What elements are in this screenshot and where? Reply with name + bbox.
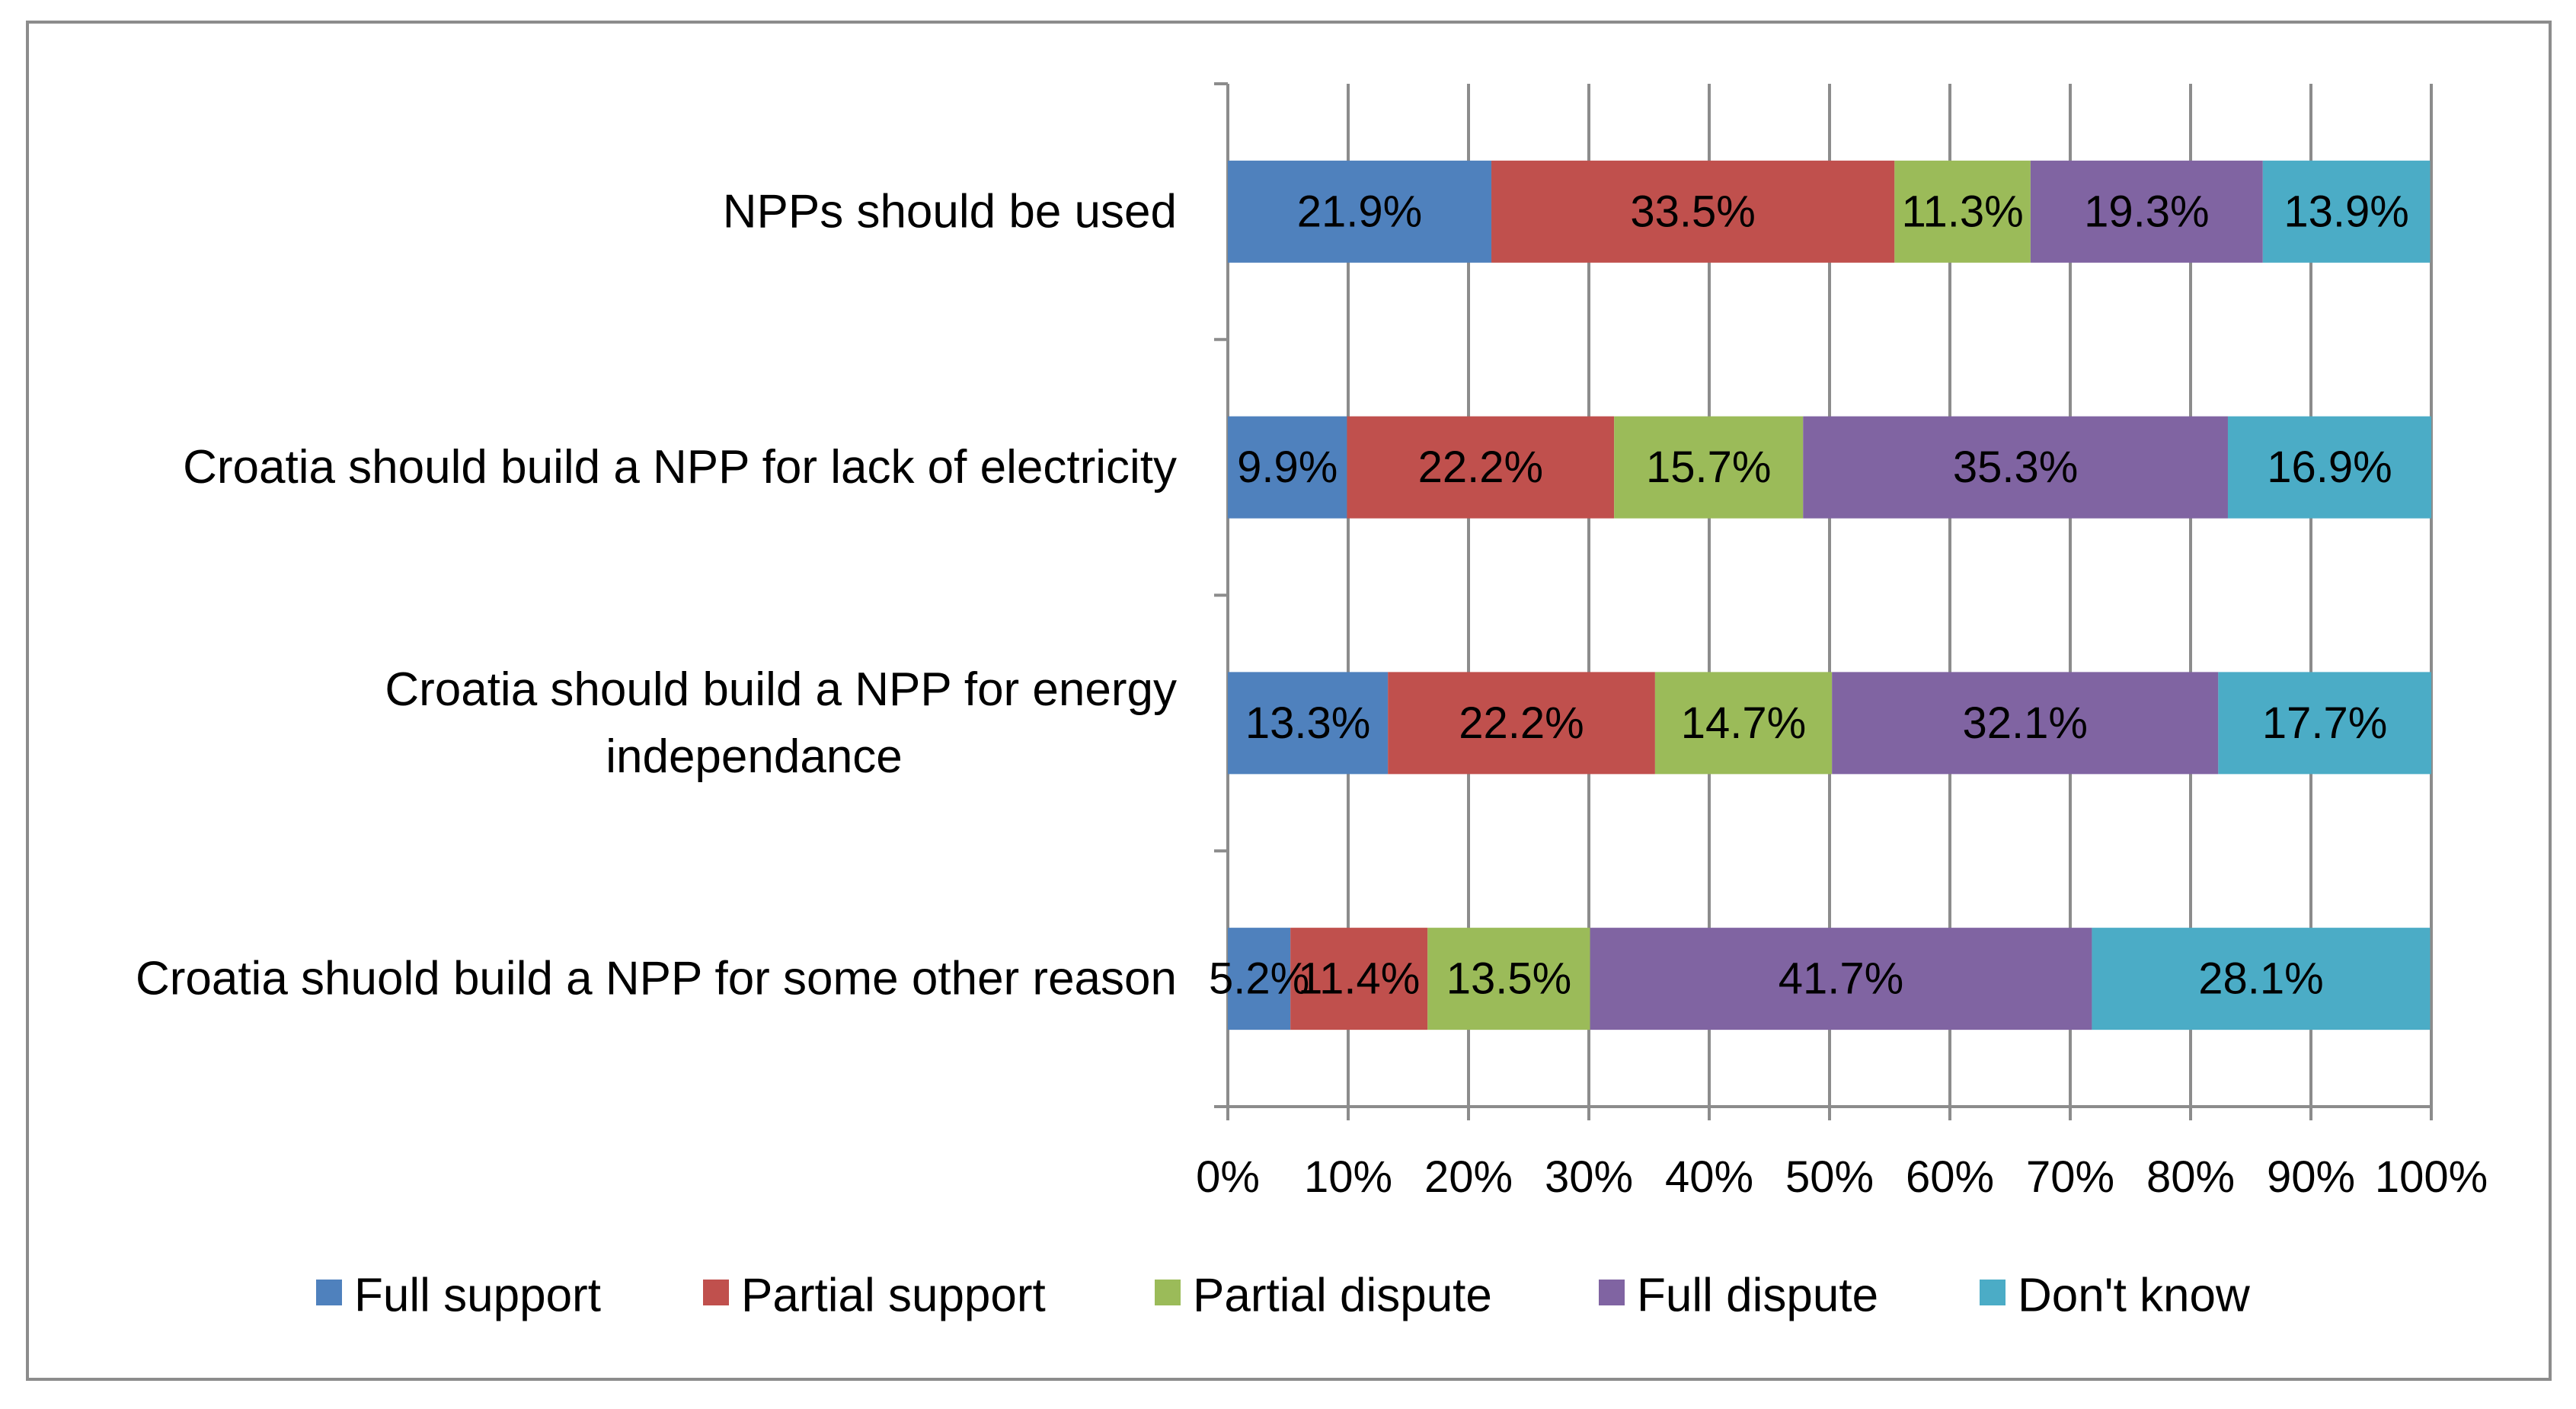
bar-value-label: 28.1% (2198, 954, 2323, 1004)
bar-value-label: 9.9% (1237, 443, 1338, 492)
legend: Full support Partial support Partial dispu… (316, 1270, 2250, 1322)
bar-segment (1427, 928, 1590, 1030)
bar-segment (1614, 416, 1804, 519)
bar-value-label: 13.3% (1245, 698, 1370, 748)
x-tick-label: 50% (1785, 1152, 1874, 1202)
bar-value-label: 14.7% (1681, 698, 1806, 748)
bar-value-label: 17.7% (2262, 698, 2387, 748)
bar-value-label: 22.2% (1418, 443, 1543, 492)
bar-value-label: 19.3% (2084, 187, 2209, 236)
x-tick-labels: 0% 10% 20% 30% 40% 50% 60% 70% 80% 90% 100% (1196, 1152, 2488, 1202)
bar-value-label: 32.1% (1963, 698, 2088, 748)
category-labels: NPPs should be used Croatia should build … (136, 185, 1177, 1005)
bar-value-label: 35.3% (1953, 443, 2078, 492)
legend-swatch (316, 1280, 342, 1305)
bar-value-label: 11.3% (1902, 187, 2024, 236)
bar-segment (1347, 416, 1615, 519)
bar-segment (2092, 928, 2431, 1030)
bar-segment (1590, 928, 2092, 1030)
legend-swatch (1980, 1280, 2006, 1305)
category-label: Croatia should build a NPP for lack of e… (183, 441, 1177, 494)
bar-value-labels: 21.9% 33.5% 11.3% 19.3% 13.9% 9.9% 22.2% 15.7% 3… (1209, 187, 2409, 1003)
legend-label: Don't know (2018, 1270, 2250, 1322)
bar-segment (1491, 160, 1895, 263)
bar-segment (2227, 416, 2431, 519)
category-label: independance (606, 730, 903, 783)
bar-segment (1228, 928, 1291, 1030)
bar-segment (1832, 672, 2219, 775)
category-label: NPPs should be used (723, 185, 1177, 238)
bar-segment (1388, 672, 1655, 775)
bar-segment (1894, 160, 2031, 263)
legend-swatch (703, 1280, 729, 1305)
bar-value-label: 13.9% (2284, 187, 2408, 236)
x-tick-label: 70% (2026, 1152, 2114, 1202)
x-tick-label: 40% (1665, 1152, 1753, 1202)
bar-value-label: 11.4% (1298, 954, 1420, 1004)
bar-value-label: 33.5% (1630, 187, 1755, 236)
x-tick-label: 20% (1424, 1152, 1513, 1202)
category-label: Croatia shuold build a NPP for some othe… (136, 953, 1177, 1005)
bar-segment (1803, 416, 2228, 519)
bars (1228, 160, 2431, 1030)
x-tick-label: 10% (1304, 1152, 1392, 1202)
legend-label: Full dispute (1637, 1270, 1878, 1322)
bar-segment (1228, 160, 1492, 263)
legend-swatch (1599, 1280, 1625, 1305)
bar-segment (1228, 416, 1347, 519)
bar-value-label: 22.2% (1459, 698, 1584, 748)
legend-label: Partial support (741, 1270, 1046, 1322)
bar-segment (2030, 160, 2263, 263)
x-tick-label: 30% (1545, 1152, 1633, 1202)
x-tick-label: 80% (2146, 1152, 2235, 1202)
bar-value-label: 41.7% (1779, 954, 1903, 1004)
x-tick-label: 0% (1196, 1152, 1260, 1202)
bar-segment (2262, 160, 2431, 263)
bar-value-label: 16.9% (2267, 443, 2392, 492)
x-tick-label: 60% (1906, 1152, 1994, 1202)
bar-value-label: 5.2% (1209, 954, 1309, 1004)
legend-label: Full support (354, 1270, 601, 1322)
bar-value-label: 21.9% (1297, 187, 1422, 236)
bar-segment (1290, 928, 1428, 1030)
x-tick-label: 100% (2375, 1152, 2488, 1202)
category-label: Croatia should build a NPP for energy (385, 663, 1177, 716)
x-tick-label: 90% (2267, 1152, 2355, 1202)
bar-value-label: 15.7% (1646, 443, 1771, 492)
bar-value-label: 13.5% (1446, 954, 1571, 1004)
legend-label: Partial dispute (1193, 1270, 1492, 1322)
bar-segment (2218, 672, 2431, 775)
legend-swatch (1155, 1280, 1181, 1305)
bar-segment (1228, 672, 1389, 775)
bar-segment (1654, 672, 1833, 775)
